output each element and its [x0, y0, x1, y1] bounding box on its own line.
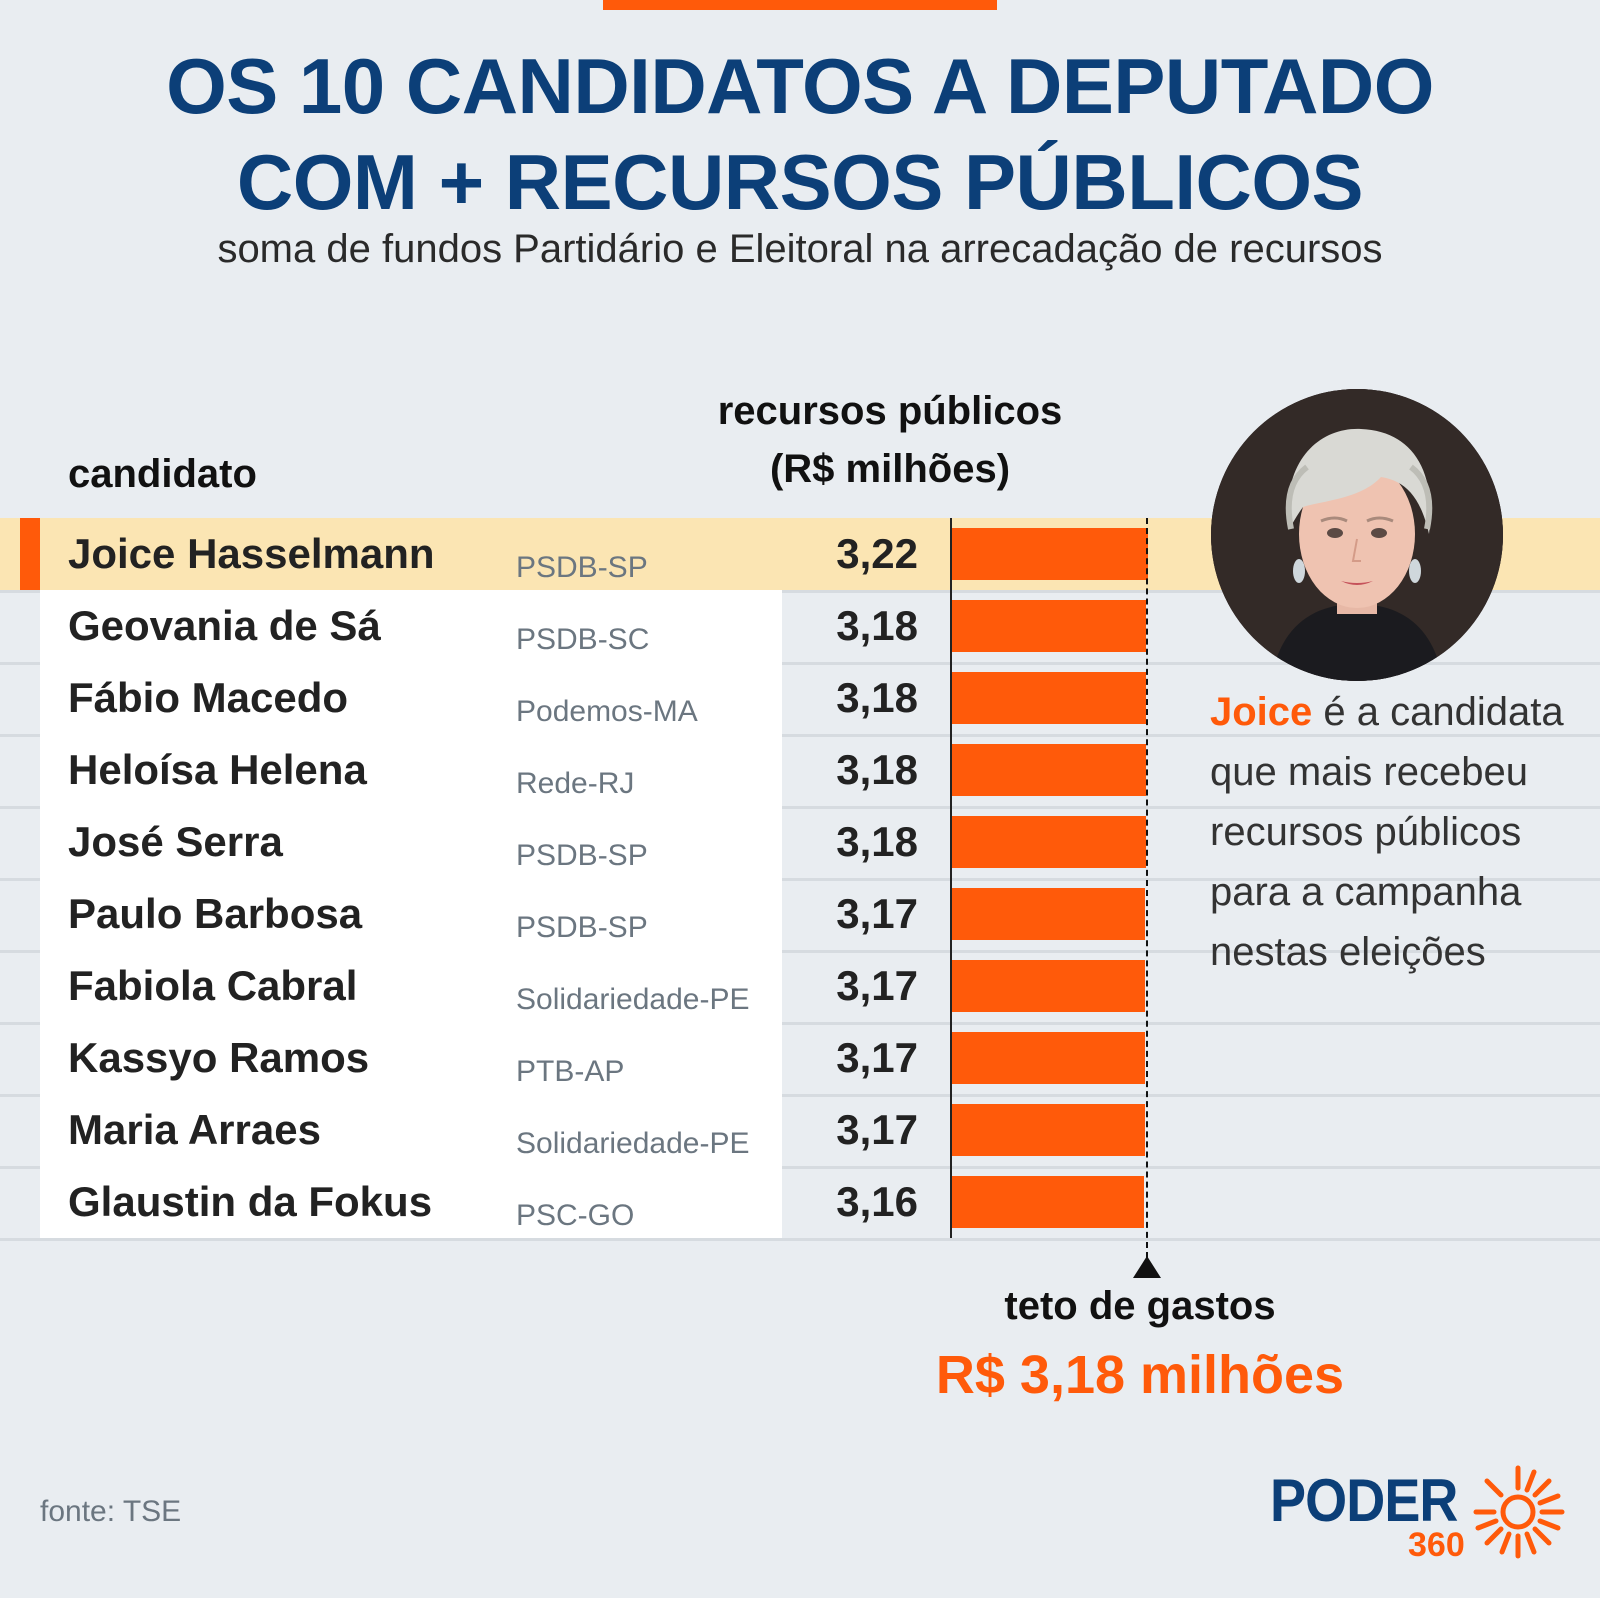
bar	[952, 1032, 1145, 1084]
bar	[952, 816, 1146, 868]
value-label: 3,17	[836, 962, 918, 1009]
table-row: Fabiola Cabral Solidariedade-PE 3,17	[0, 950, 1600, 1025]
column-header-candidate: candidato	[68, 452, 257, 496]
candidate-name: Joice Hasselmann	[68, 530, 435, 577]
bar	[952, 1104, 1145, 1156]
annotation-rest: é a candidata que mais recebeu recursos …	[1210, 690, 1564, 974]
chart-subtitle: soma de fundos Partidário e Eleitoral na…	[217, 227, 1383, 271]
candidate-name: Geovania de Sá	[68, 602, 381, 649]
spending-ceiling-line	[1146, 518, 1148, 1258]
row-background	[40, 734, 782, 806]
spending-ceiling-label: teto de gastos	[1004, 1284, 1276, 1328]
source-note: fonte: TSE	[40, 1495, 182, 1528]
title-line-1: OS 10 CANDIDATOS A DEPUTADO	[166, 42, 1434, 130]
bar	[952, 888, 1145, 940]
bar	[952, 960, 1145, 1012]
row-divider	[0, 1166, 1600, 1169]
value-label: 3,18	[836, 674, 918, 721]
candidate-name: Glaustin da Fokus	[68, 1178, 433, 1225]
row-background	[40, 1094, 782, 1166]
value-label: 3,16	[836, 1178, 918, 1225]
bar	[952, 672, 1146, 724]
row-background	[40, 878, 782, 950]
row-divider	[0, 1022, 1600, 1025]
row-highlight-marker	[20, 518, 40, 590]
table-row: Heloísa Helena Rede-RJ 3,18	[0, 734, 1600, 809]
candidate-name: Maria Arraes	[68, 1106, 321, 1153]
table-row: Maria Arraes Solidariedade-PE 3,17	[0, 1094, 1600, 1169]
value-label: 3,17	[836, 890, 918, 937]
candidate-party: Solidariedade-PE	[516, 983, 750, 1016]
row-background	[40, 1166, 782, 1238]
value-label: 3,18	[836, 818, 918, 865]
table-row: Glaustin da Fokus PSC-GO 3,16	[0, 1166, 1600, 1241]
top-accent-bar	[603, 0, 997, 10]
candidate-party: PSDB-SC	[516, 623, 650, 656]
value-label: 3,22	[836, 530, 918, 577]
row-divider	[0, 1094, 1600, 1097]
row-divider	[0, 734, 1600, 737]
table-row: Geovania de Sá PSDB-SC 3,18	[0, 590, 1600, 665]
value-label: 3,18	[836, 746, 918, 793]
sun-icon	[1473, 1465, 1565, 1559]
candidate-party: PSDB-SP	[516, 911, 648, 944]
candidate-party: PSDB-SP	[516, 839, 648, 872]
candidate-party: PTB-AP	[516, 1055, 625, 1088]
row-background	[40, 662, 782, 734]
bar	[952, 1176, 1144, 1228]
logo-number: 360	[1408, 1526, 1465, 1564]
row-background	[40, 590, 782, 662]
spending-ceiling-value: R$ 3,18 milhões	[935, 1345, 1345, 1405]
annotation-text: Joice é a candidata que mais recebeu rec…	[1210, 682, 1570, 982]
chart-title: OS 10 CANDIDATOS A DEPUTADO COM + RECURS…	[0, 38, 1600, 230]
candidate-name: Fabiola Cabral	[68, 962, 358, 1009]
candidate-party: PSC-GO	[516, 1199, 635, 1232]
candidate-party: Rede-RJ	[516, 767, 635, 800]
candidate-name: Heloísa Helena	[68, 746, 367, 793]
table-row: Fábio Macedo Podemos-MA 3,18	[0, 662, 1600, 737]
candidate-party: Podemos-MA	[516, 695, 698, 728]
table-row: Paulo Barbosa PSDB-SP 3,17	[0, 878, 1600, 953]
value-label: 3,18	[836, 602, 918, 649]
bar-axis-line	[950, 518, 952, 1238]
bar	[952, 744, 1146, 796]
row-divider	[0, 806, 1600, 809]
row-divider	[0, 662, 1600, 665]
value-label: 3,17	[836, 1034, 918, 1081]
candidate-party: Solidariedade-PE	[516, 1127, 750, 1160]
row-divider	[0, 950, 1600, 953]
table-row: José Serra PSDB-SP 3,18	[0, 806, 1600, 881]
title-line-2: COM + RECURSOS PÚBLICOS	[236, 138, 1364, 226]
spending-ceiling-arrow-icon	[1133, 1256, 1161, 1278]
candidate-name: Paulo Barbosa	[68, 890, 363, 937]
row-divider	[0, 590, 1600, 593]
bar	[952, 528, 1148, 580]
column-header-value: recursos públicos (R$ milhões)	[680, 382, 1100, 498]
row-background	[40, 950, 782, 1022]
column-header-value-line-2: (R$ milhões)	[769, 447, 1011, 491]
row-divider	[0, 1238, 1600, 1241]
logo-word: PODER	[1270, 1467, 1458, 1534]
table-row: Kassyo Ramos PTB-AP 3,17	[0, 1022, 1600, 1097]
candidate-name: José Serra	[68, 818, 283, 865]
candidate-photo	[1211, 389, 1503, 681]
row-background	[40, 1022, 782, 1094]
value-label: 3,17	[836, 1106, 918, 1153]
candidate-name: Kassyo Ramos	[68, 1034, 370, 1081]
poder360-logo: PODER 360	[1270, 1460, 1570, 1570]
column-header-value-line-1: recursos públicos	[717, 389, 1063, 433]
bar	[952, 600, 1146, 652]
annotation-highlight: Joice	[1210, 690, 1313, 734]
row-background	[40, 806, 782, 878]
candidate-party: PSDB-SP	[516, 551, 648, 584]
row-divider	[0, 878, 1600, 881]
candidate-name: Fábio Macedo	[68, 674, 349, 721]
